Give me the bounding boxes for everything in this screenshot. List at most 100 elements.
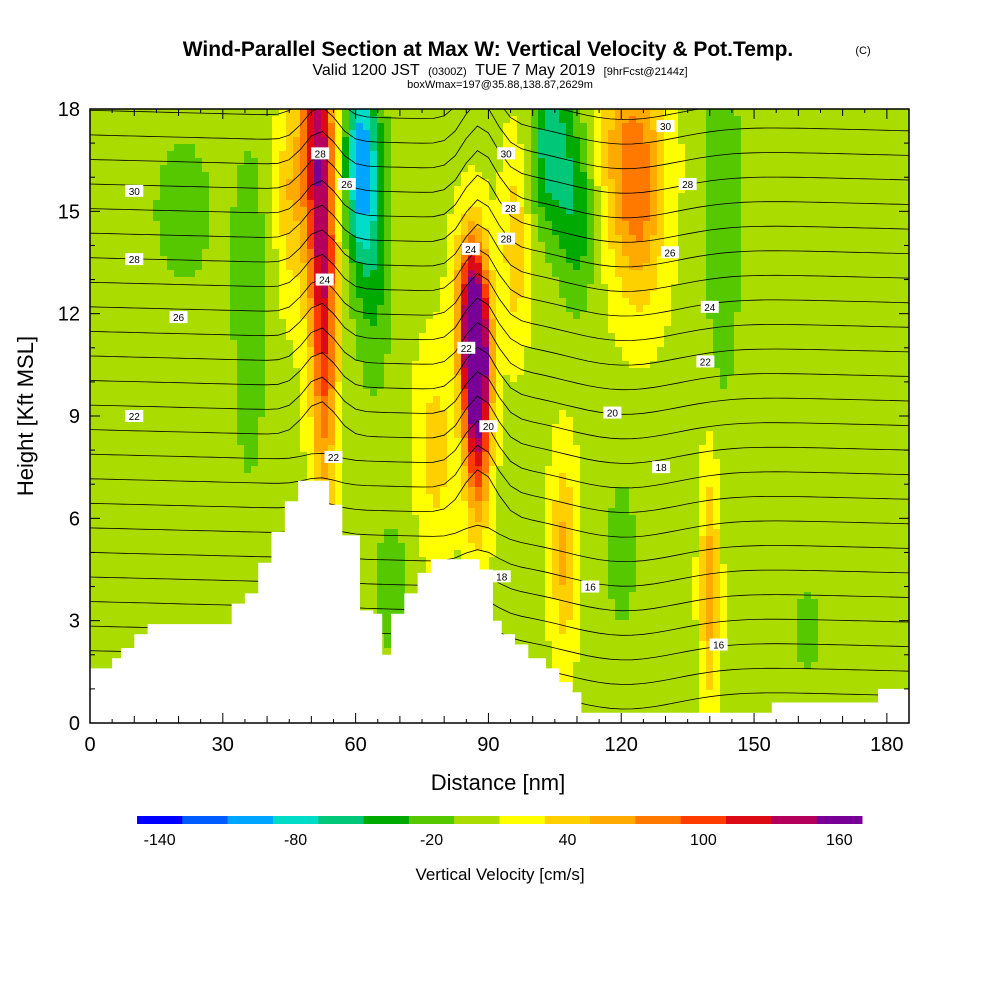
w-cell [356, 354, 364, 362]
w-cell [153, 298, 161, 306]
w-cell [195, 256, 203, 264]
w-cell [363, 438, 371, 446]
w-cell [146, 466, 154, 474]
w-cell [384, 396, 392, 404]
w-cell [167, 431, 175, 439]
w-cell [377, 179, 385, 187]
w-cell [90, 375, 98, 383]
w-cell [293, 494, 301, 502]
w-cell [349, 438, 357, 446]
w-cell [181, 144, 189, 152]
w-cell [468, 410, 476, 418]
w-cell [342, 242, 350, 250]
w-cell [167, 445, 175, 453]
w-cell [391, 606, 399, 614]
w-cell [118, 606, 126, 614]
w-cell [272, 487, 280, 495]
w-cell [195, 228, 203, 236]
w-cell [342, 333, 350, 341]
w-cell [468, 172, 476, 180]
w-cell [398, 424, 406, 432]
w-cell [188, 480, 196, 488]
w-cell [405, 550, 413, 558]
w-cell [111, 249, 119, 257]
w-cell [104, 354, 112, 362]
w-cell [132, 109, 140, 117]
w-cell [265, 249, 273, 257]
w-cell [195, 347, 203, 355]
w-cell [139, 221, 147, 229]
w-cell [405, 263, 413, 271]
w-cell [251, 522, 259, 530]
w-cell [139, 424, 147, 432]
w-cell [237, 214, 245, 222]
w-cell [160, 445, 168, 453]
w-cell [391, 207, 399, 215]
w-cell [251, 249, 259, 257]
w-cell [384, 361, 392, 369]
w-cell [139, 396, 147, 404]
w-cell [167, 242, 175, 250]
w-cell [90, 144, 98, 152]
w-cell [279, 417, 287, 425]
w-cell [90, 165, 98, 173]
w-cell [188, 459, 196, 467]
w-cell [342, 200, 350, 208]
w-cell [188, 221, 196, 229]
w-cell [279, 438, 287, 446]
w-cell [384, 473, 392, 481]
w-cell [251, 116, 259, 124]
w-cell [412, 410, 420, 418]
w-cell [433, 487, 441, 495]
w-cell [440, 417, 448, 425]
w-cell [279, 361, 287, 369]
w-cell [342, 137, 350, 145]
w-cell [335, 305, 343, 313]
w-cell [118, 263, 126, 271]
w-cell [146, 557, 154, 565]
w-cell [223, 172, 231, 180]
w-cell [216, 368, 224, 376]
w-cell [461, 368, 469, 376]
w-cell [426, 312, 434, 320]
w-cell [412, 543, 420, 551]
w-cell [132, 382, 140, 390]
w-cell [391, 333, 399, 341]
w-cell [251, 375, 259, 383]
w-cell [216, 347, 224, 355]
w-cell [139, 522, 147, 530]
w-cell [251, 179, 259, 187]
w-cell [300, 389, 308, 397]
w-cell [384, 564, 392, 572]
w-cell [132, 200, 140, 208]
w-cell [370, 466, 378, 474]
w-cell [111, 494, 119, 502]
w-cell [104, 270, 112, 278]
w-cell [146, 564, 154, 572]
w-cell [258, 172, 266, 180]
w-cell [370, 459, 378, 467]
w-cell [405, 116, 413, 124]
w-cell [258, 529, 266, 537]
w-cell [167, 417, 175, 425]
w-cell [461, 165, 469, 173]
w-cell [202, 144, 210, 152]
w-cell [237, 375, 245, 383]
w-cell [405, 305, 413, 313]
w-cell [328, 116, 336, 124]
w-cell [405, 347, 413, 355]
w-cell [328, 438, 336, 446]
w-cell [461, 207, 469, 215]
w-cell [209, 494, 217, 502]
w-cell [286, 494, 294, 502]
w-cell [90, 326, 98, 334]
w-cell [174, 270, 182, 278]
w-cell [482, 221, 490, 229]
w-cell [279, 165, 287, 173]
w-cell [202, 298, 210, 306]
w-cell [461, 473, 469, 481]
w-cell [321, 473, 329, 481]
w-cell [209, 592, 217, 600]
w-cell [384, 634, 392, 642]
w-cell [244, 473, 252, 481]
